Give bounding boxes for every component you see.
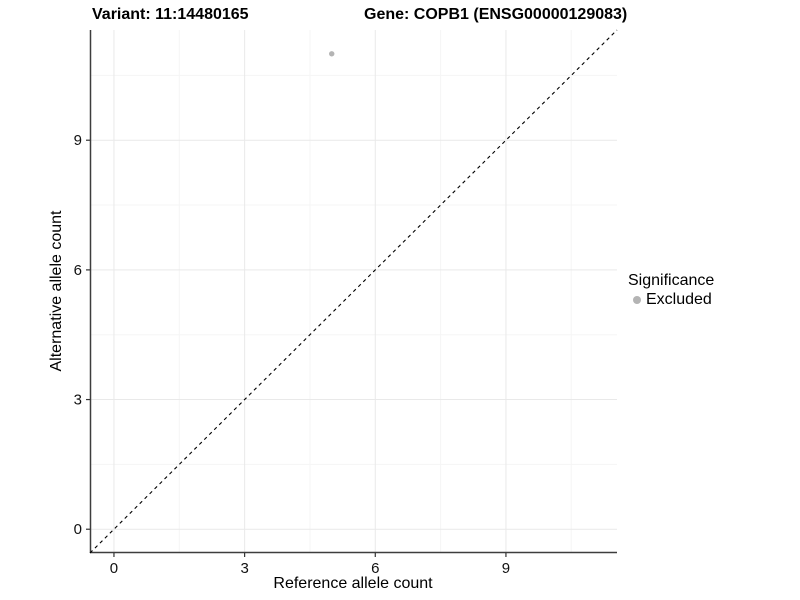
legend-item-label: Excluded bbox=[646, 291, 712, 308]
y-tick-label: 3 bbox=[74, 392, 82, 409]
x-tick-label: 3 bbox=[240, 560, 248, 577]
y-axis-title: Alternative allele count bbox=[48, 210, 65, 372]
x-tick-label: 0 bbox=[110, 560, 118, 577]
x-tick-label: 6 bbox=[371, 560, 379, 577]
y-tick-label: 6 bbox=[74, 262, 82, 279]
y-tick-label: 0 bbox=[74, 521, 82, 538]
identity-line bbox=[89, 29, 618, 554]
legend-title: Significance bbox=[628, 272, 715, 289]
variant-title: Variant: 11:14480165 bbox=[92, 6, 249, 23]
legend-item: Excluded bbox=[628, 291, 714, 309]
y-tick-label: 9 bbox=[74, 132, 82, 149]
data-point bbox=[329, 51, 335, 57]
legend-point-icon bbox=[633, 296, 641, 304]
x-axis-title: Reference allele count bbox=[273, 575, 433, 592]
plot-panel: 0 3 6 9 0 3 6 9 bbox=[74, 29, 618, 577]
x-tick-label: 9 bbox=[502, 560, 510, 577]
gene-title: Gene: COPB1 (ENSG00000129083) bbox=[364, 6, 628, 23]
legend: Significance Excluded bbox=[628, 272, 714, 309]
